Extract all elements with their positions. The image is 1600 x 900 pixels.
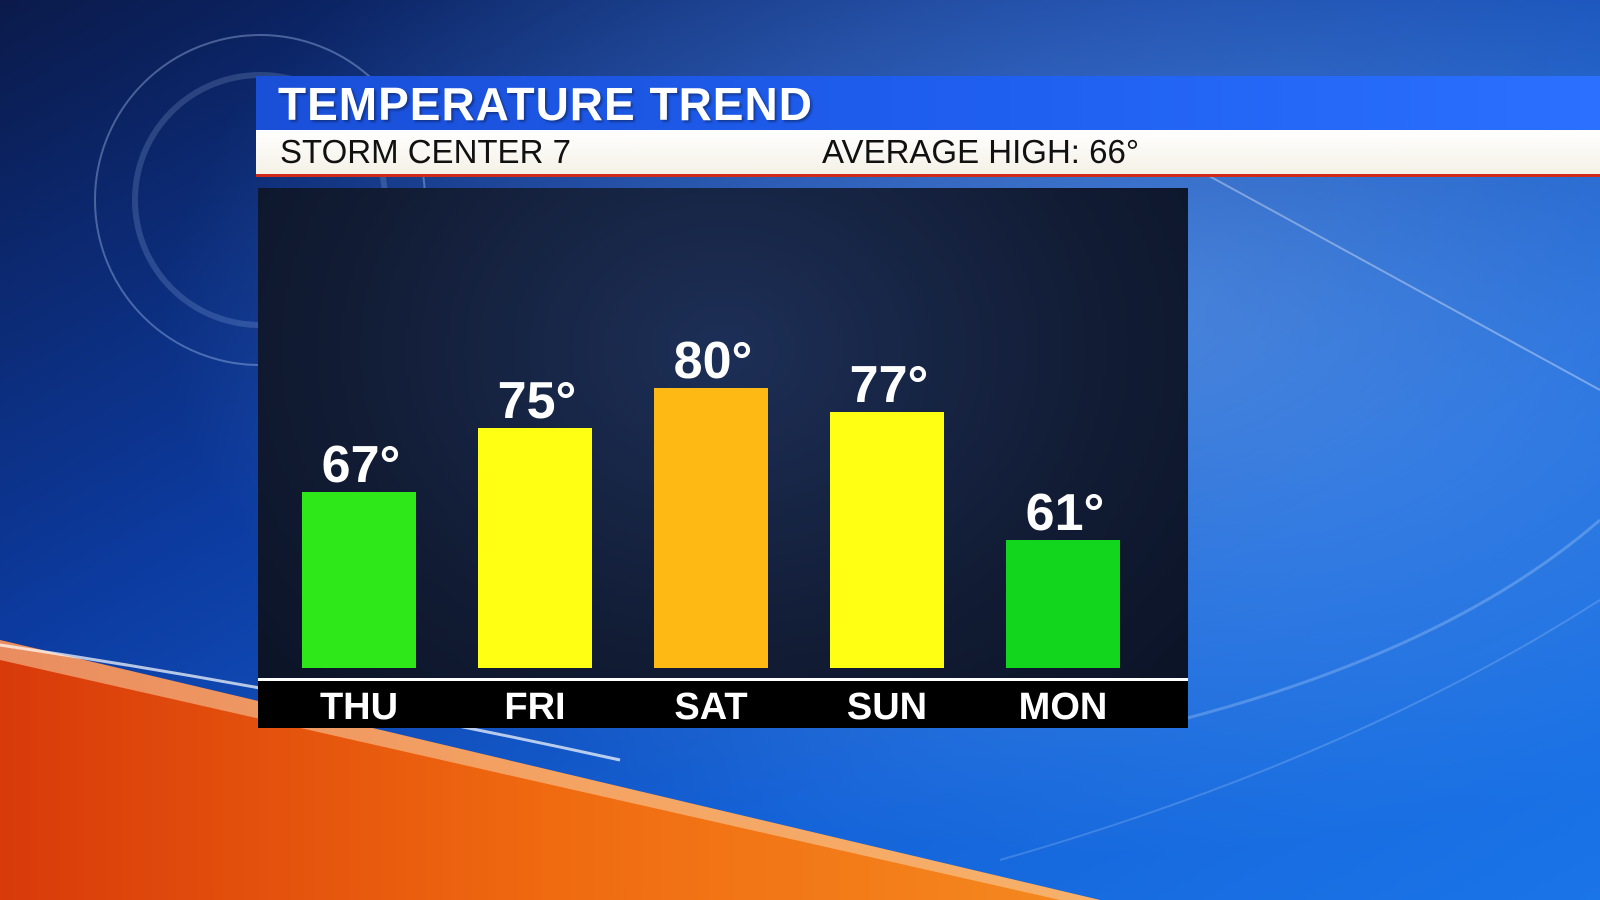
bar-sun bbox=[830, 412, 944, 668]
chart-panel: 67° THU 75° FRI 80° SAT 77° SUN 61° MON bbox=[258, 188, 1188, 728]
bar-thu bbox=[302, 492, 416, 668]
bar-value-label: 61° bbox=[1026, 484, 1105, 542]
x-tick-label: SAT bbox=[674, 686, 747, 728]
x-axis-baseline bbox=[258, 678, 1188, 681]
x-tick-label: FRI bbox=[504, 686, 565, 728]
title-bar: TEMPERATURE TREND bbox=[256, 76, 1600, 130]
temperature-bar-chart: 67° THU 75° FRI 80° SAT 77° SUN 61° MON bbox=[258, 332, 1188, 728]
bar-fri bbox=[478, 428, 592, 668]
bar-value-label: 77° bbox=[850, 356, 929, 414]
page-title: TEMPERATURE TREND bbox=[278, 78, 813, 130]
day-label-strip bbox=[258, 681, 1188, 728]
x-tick-label: SUN bbox=[847, 686, 927, 728]
bar-mon bbox=[1006, 540, 1120, 668]
bar-value-label: 80° bbox=[674, 332, 753, 390]
x-tick-label: THU bbox=[320, 686, 398, 728]
subtitle-bar: STORM CENTER 7 AVERAGE HIGH: 66° bbox=[256, 130, 1600, 177]
bar-value-label: 75° bbox=[498, 372, 577, 430]
x-tick-label: MON bbox=[1019, 686, 1108, 728]
average-high: AVERAGE HIGH: 66° bbox=[822, 133, 1140, 170]
bar-sat bbox=[654, 388, 768, 668]
bar-value-label: 67° bbox=[322, 436, 401, 494]
station-name: STORM CENTER 7 bbox=[280, 133, 571, 170]
